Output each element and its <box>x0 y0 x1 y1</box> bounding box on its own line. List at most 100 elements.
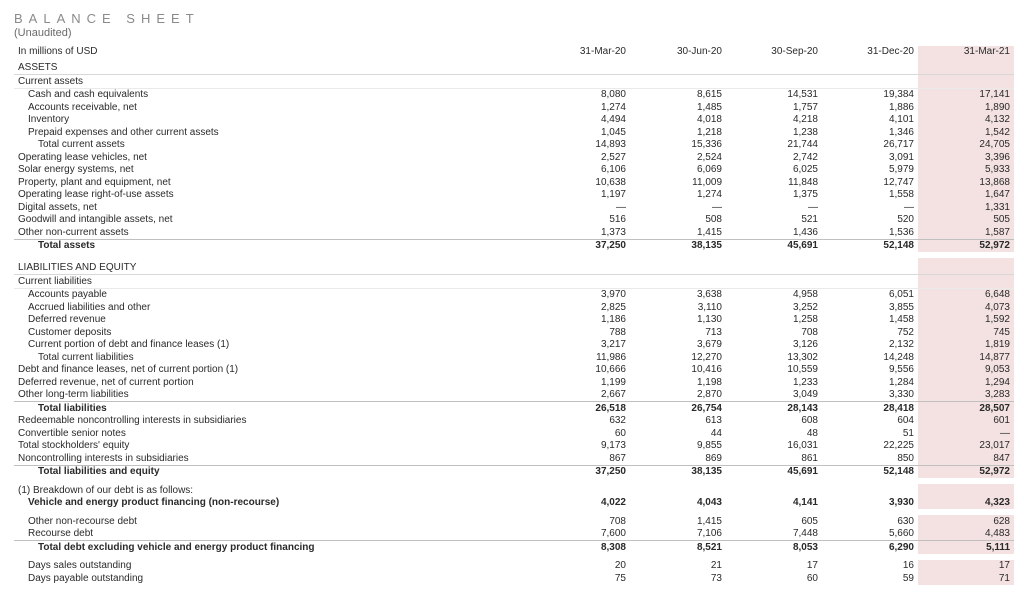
cell: 48 <box>726 427 822 440</box>
cell: 4,494 <box>534 114 630 127</box>
cell: 26,754 <box>630 402 726 415</box>
cell: 37,250 <box>534 465 630 478</box>
row-label-cell: Inventory <box>14 114 534 127</box>
cell: 847 <box>918 452 1014 465</box>
cell: 1,536 <box>822 226 918 239</box>
row-label-cell: Cash and cash equivalents <box>14 88 534 101</box>
cell: 6,051 <box>822 288 918 301</box>
cell: 60 <box>726 572 822 585</box>
cell <box>822 258 918 275</box>
cell: 1,258 <box>726 314 822 327</box>
table-row: Total current assets14,89315,33621,74426… <box>14 139 1014 152</box>
row-label-cell: Current assets <box>14 75 534 89</box>
cell: 21 <box>630 560 726 573</box>
cell: 9,173 <box>534 440 630 453</box>
row-label: Prepaid expenses and other current asset… <box>18 127 219 138</box>
cell: 745 <box>918 326 1014 339</box>
cell: 869 <box>630 452 726 465</box>
cell: 3,049 <box>726 389 822 402</box>
row-label-cell: Deferred revenue <box>14 314 534 327</box>
table-row: Vehicle and energy product financing (no… <box>14 497 1014 510</box>
cell: 28,143 <box>726 402 822 415</box>
cell: 708 <box>726 326 822 339</box>
table-row: Days sales outstanding2021171617 <box>14 560 1014 573</box>
cell: 59 <box>822 572 918 585</box>
table-row: Accounts payable3,9703,6384,9586,0516,64… <box>14 288 1014 301</box>
cell: 516 <box>534 214 630 227</box>
cell: 17 <box>726 560 822 573</box>
cell: 51 <box>822 427 918 440</box>
table-row: Other long-term liabilities2,6672,8703,0… <box>14 389 1014 402</box>
page-subtitle: (Unaudited) <box>14 27 1010 40</box>
cell: 4,043 <box>630 497 726 510</box>
table-row: Customer deposits788713708752745 <box>14 326 1014 339</box>
cell: 5,933 <box>918 164 1014 177</box>
cell: 628 <box>918 515 1014 528</box>
row-label: Total assets <box>18 240 95 251</box>
cell: 38,135 <box>630 239 726 252</box>
cell: 2,742 <box>726 151 822 164</box>
row-label-cell: Total current assets <box>14 139 534 152</box>
cell: 1,218 <box>630 126 726 139</box>
cell: 1,238 <box>726 126 822 139</box>
table-row: Digital assets, net————1,331 <box>14 201 1014 214</box>
table-row: Prepaid expenses and other current asset… <box>14 126 1014 139</box>
cell: 3,110 <box>630 301 726 314</box>
cell <box>822 75 918 89</box>
cell: 613 <box>630 415 726 428</box>
cell: 1,375 <box>726 189 822 202</box>
cell: 1,294 <box>918 376 1014 389</box>
cell: 4,958 <box>726 288 822 301</box>
row-label: Total debt excluding vehicle and energy … <box>18 542 315 553</box>
cell <box>630 275 726 289</box>
cell: 10,666 <box>534 364 630 377</box>
cell: 60 <box>534 427 630 440</box>
row-label: Total current assets <box>18 139 125 150</box>
cell <box>822 484 918 497</box>
row-label: Cash and cash equivalents <box>18 89 148 100</box>
cell: 4,483 <box>918 528 1014 541</box>
cell: 867 <box>534 452 630 465</box>
table-row: Accrued liabilities and other2,8253,1103… <box>14 301 1014 314</box>
cell: 1,186 <box>534 314 630 327</box>
cell: 4,073 <box>918 301 1014 314</box>
cell: 1,284 <box>822 376 918 389</box>
cell: 3,283 <box>918 389 1014 402</box>
row-label-cell: Total liabilities and equity <box>14 465 534 478</box>
table-row: Operating lease vehicles, net2,5272,5242… <box>14 151 1014 164</box>
cell: — <box>822 201 918 214</box>
row-label: Accounts receivable, net <box>18 102 137 113</box>
row-label-cell: Other non-recourse debt <box>14 515 534 528</box>
cell: 1,436 <box>726 226 822 239</box>
table-row: Current liabilities <box>14 275 1014 289</box>
cell: 3,970 <box>534 288 630 301</box>
cell: 605 <box>726 515 822 528</box>
row-label-cell: Total liabilities <box>14 402 534 415</box>
cell: 14,531 <box>726 88 822 101</box>
cell: 3,679 <box>630 339 726 352</box>
table-row: (1) Breakdown of our debt is as follows: <box>14 484 1014 497</box>
row-label-cell: Accounts receivable, net <box>14 101 534 114</box>
row-label-cell: Convertible senior notes <box>14 427 534 440</box>
row-label-cell: Total assets <box>14 239 534 252</box>
cell: 28,507 <box>918 402 1014 415</box>
row-label: Deferred revenue <box>18 314 106 325</box>
row-label: Other non-recourse debt <box>18 516 137 527</box>
cell: 3,217 <box>534 339 630 352</box>
cell <box>726 484 822 497</box>
cell <box>726 75 822 89</box>
row-label: Customer deposits <box>18 327 111 338</box>
cell: 45,691 <box>726 239 822 252</box>
cell: 4,141 <box>726 497 822 510</box>
cell: 13,868 <box>918 176 1014 189</box>
cell: 1,886 <box>822 101 918 114</box>
cell: 3,252 <box>726 301 822 314</box>
cell: 1,198 <box>630 376 726 389</box>
cell: 604 <box>822 415 918 428</box>
cell: 1,274 <box>534 101 630 114</box>
cell: 20 <box>534 560 630 573</box>
cell: 1,233 <box>726 376 822 389</box>
header-row: In millions of USD 31-Mar-20 30-Jun-20 3… <box>14 46 1014 59</box>
cell <box>534 484 630 497</box>
cell: 520 <box>822 214 918 227</box>
